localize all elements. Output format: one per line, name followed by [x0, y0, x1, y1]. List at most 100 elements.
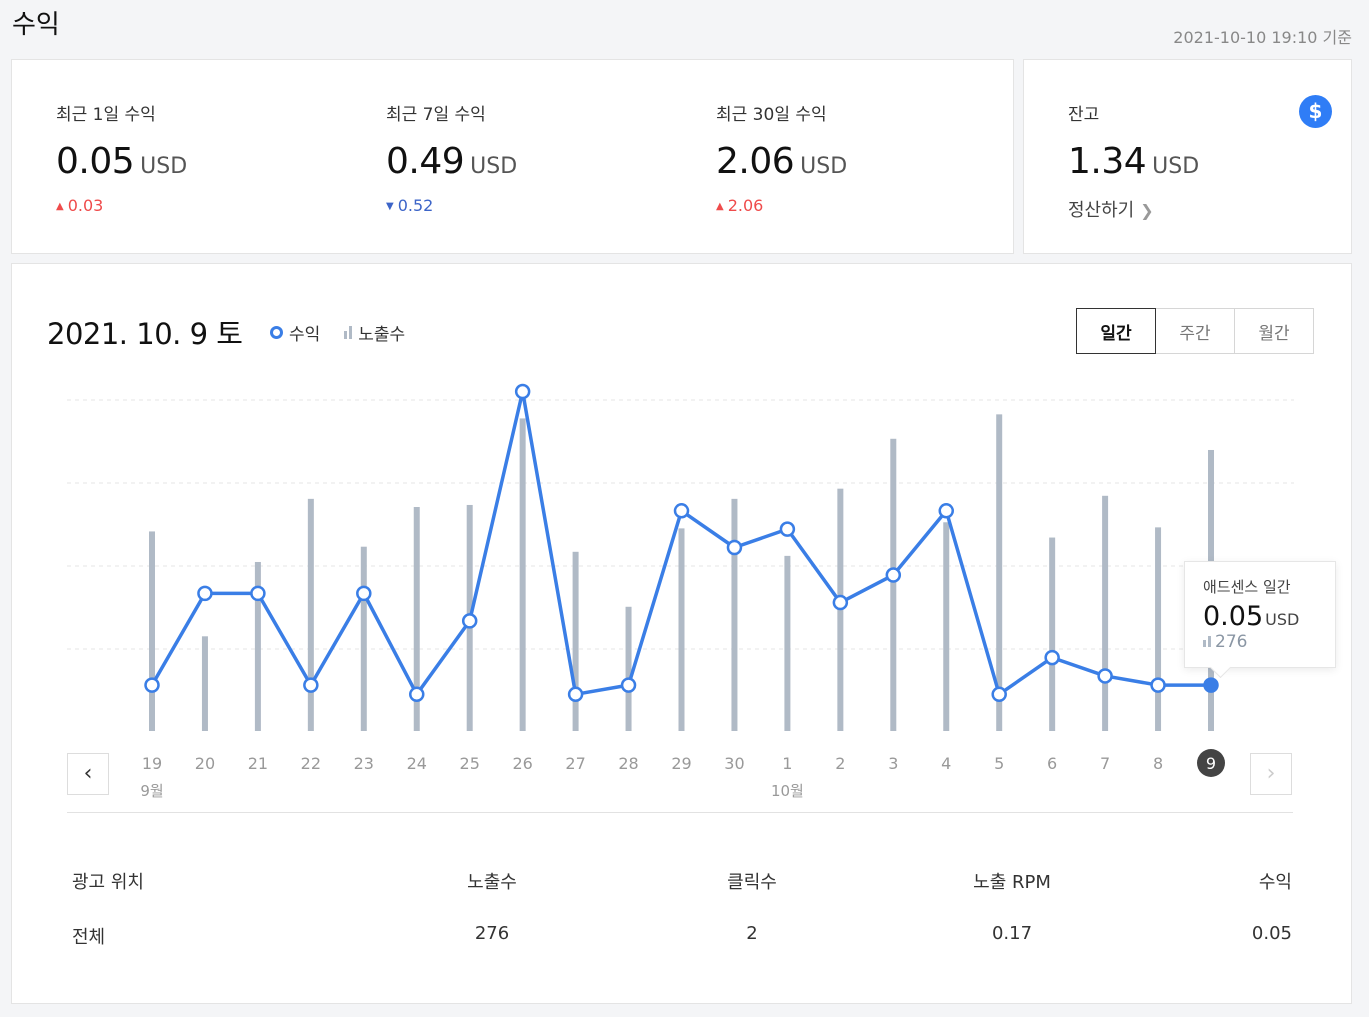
revenue-point: [1150, 677, 1166, 693]
month-label: 9월: [140, 782, 163, 800]
metric-value: 2.06 USD: [716, 141, 847, 182]
cell-placement: 전체: [72, 927, 106, 948]
revenue-point: [356, 585, 372, 602]
revenue-point: [779, 521, 796, 537]
tab-daily[interactable]: 일간: [1076, 308, 1156, 354]
tooltip-value: 0.05 USD: [1203, 601, 1317, 632]
x-tick-label: 24: [407, 754, 427, 773]
impression-bar: [1102, 495, 1109, 731]
metric-unit: USD: [470, 154, 518, 179]
bar-chart-icon: [1203, 636, 1211, 647]
x-tick-label: 26: [512, 754, 532, 773]
x-tick-label: 9: [1206, 754, 1216, 773]
x-tick-label: 8: [1153, 754, 1163, 773]
metric-number: 0.49: [386, 141, 465, 182]
revenue-point: [514, 383, 531, 400]
revenue-point: [303, 677, 319, 693]
settle-link[interactable]: 정산하기 ❯: [1068, 196, 1154, 222]
triangle-up-icon: ▲: [56, 201, 64, 212]
metric-number: 2.06: [716, 141, 795, 182]
metric-change: ▲ 0.03: [56, 196, 104, 215]
impression-bar: [572, 551, 579, 731]
impression-bar: [625, 606, 632, 731]
tab-monthly[interactable]: 월간: [1234, 308, 1314, 354]
revenue-point: [885, 567, 902, 583]
month-label: 10월: [771, 782, 804, 800]
legend-revenue: 수익: [270, 320, 320, 345]
revenue-point: [1097, 668, 1113, 684]
revenue-point: [144, 677, 160, 693]
x-tick-label: 7: [1100, 754, 1110, 773]
metric-label: 최근 30일 수익: [716, 105, 827, 125]
settle-label: 정산하기: [1068, 200, 1135, 221]
metric-1day: 최근 1일 수익 0.05 USD ▲ 0.03: [56, 100, 187, 215]
chevron-left-icon[interactable]: ‹: [67, 753, 109, 795]
tab-weekly[interactable]: 주간: [1155, 308, 1235, 354]
legend-revenue-label: 수익: [289, 325, 321, 345]
impression-bar: [784, 555, 791, 731]
metric-label: 최근 1일 수익: [56, 105, 156, 125]
revenue-point: [1203, 677, 1219, 693]
x-tick-label: 3: [888, 754, 898, 773]
tooltip-impressions: 276: [1203, 632, 1317, 652]
x-tick-label: 27: [565, 754, 585, 773]
circle-icon: [270, 326, 283, 339]
dollar-icon: $: [1299, 95, 1332, 128]
balance-card: 잔고 1.34 USD 정산하기 ❯ $: [1023, 59, 1352, 254]
x-tick-label: 25: [460, 754, 480, 773]
period-tabs: 일간 주간 월간: [1076, 308, 1314, 354]
revenue-point: [197, 585, 213, 602]
cell-revenue: 0.05: [1251, 923, 1292, 944]
impression-bar: [413, 507, 420, 731]
metric-30day: 최근 30일 수익 2.06 USD ▲ 2.06: [716, 100, 847, 215]
revenue-point: [567, 686, 584, 703]
impression-bar: [149, 531, 155, 731]
metric-change: ▲ 2.06: [716, 196, 764, 215]
page-title: 수익: [12, 10, 60, 40]
x-tick-label: 1: [782, 754, 792, 773]
impression-bar: [943, 522, 950, 731]
chevron-right-icon: ❯: [1140, 201, 1154, 220]
impression-bar: [307, 498, 314, 731]
legend-impressions: 노출수: [344, 320, 405, 345]
revenue-point: [938, 503, 954, 519]
revenue-point: [461, 613, 478, 629]
impression-bar: [731, 498, 738, 731]
bar-chart-icon: [344, 326, 353, 339]
chart-tooltip: 애드센스 일간 0.05 USD 276: [1184, 561, 1336, 668]
revenue-point: [673, 503, 690, 519]
balance-label: 잔고: [1068, 105, 1100, 125]
impression-bar: [254, 561, 261, 731]
impression-bar: [360, 546, 367, 731]
x-tick-label: 23: [354, 754, 374, 773]
revenue-chart: 19 20 21 22 23 24 25 26 27 28 29 30 1 2 3 4 5 6 7 8 99월 10월: [67, 383, 1294, 800]
tooltip-number: 0.05: [1203, 601, 1264, 632]
revenue-point: [409, 686, 425, 703]
balance-unit: USD: [1152, 154, 1200, 179]
revenue-point: [1044, 649, 1060, 666]
chart-legend: 수익 노출수: [270, 320, 405, 345]
metric-value: 0.05 USD: [56, 141, 187, 182]
x-tick-label: 29: [671, 754, 691, 773]
revenue-point: [620, 677, 637, 693]
selected-day-marker: [1197, 749, 1225, 777]
x-tick-label: 19: [142, 754, 162, 773]
impression-bar: [1155, 527, 1162, 731]
x-tick-label: 20: [195, 754, 215, 773]
revenue-point: [991, 686, 1007, 703]
impression-bar: [890, 438, 897, 731]
x-tick-label: 30: [724, 754, 744, 773]
metric-label: 최근 7일 수익: [386, 105, 486, 125]
table-header: 광고 위치 노출수 클릭수 노출 RPM 수익: [72, 868, 1292, 898]
x-tick-label: 2: [835, 754, 845, 773]
revenue-point: [726, 539, 743, 556]
metric-unit: USD: [140, 154, 188, 179]
tooltip-unit: USD: [1265, 610, 1300, 629]
impression-bar: [996, 414, 1003, 731]
col-placement: 광고 위치: [72, 872, 144, 893]
x-tick-label: 5: [994, 754, 1004, 773]
x-tick-label: 22: [301, 754, 321, 773]
chevron-right-icon[interactable]: ›: [1250, 753, 1292, 795]
legend-impressions-label: 노출수: [358, 325, 406, 345]
table-row: 전체 276 2 0.17 0.05: [72, 923, 1292, 948]
